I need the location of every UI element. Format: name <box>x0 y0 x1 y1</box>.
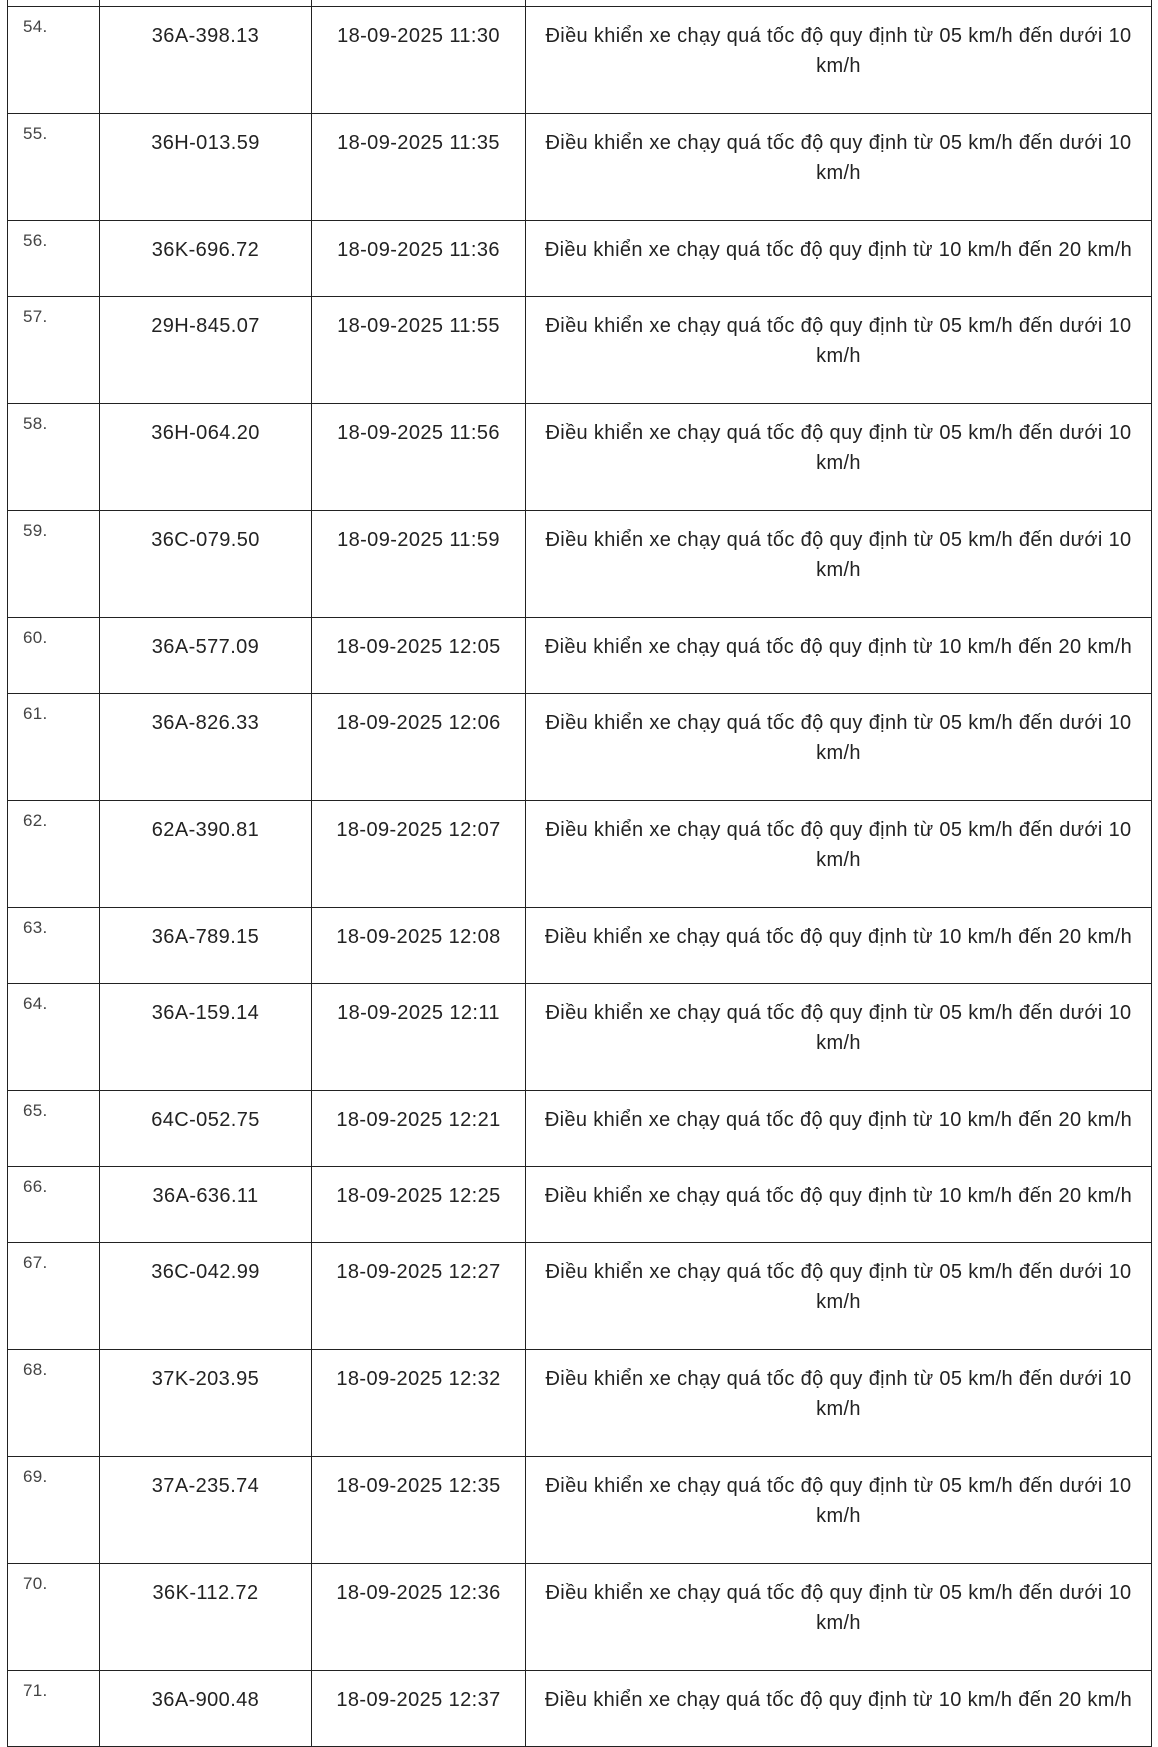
license-plate: 29H-845.07 <box>99 296 312 404</box>
license-plate: 36C-079.50 <box>99 510 312 618</box>
license-plate: 64C-052.75 <box>99 1090 312 1167</box>
violation-description: Điều khiển xe chạy quá tốc độ quy định t… <box>525 1090 1152 1167</box>
table-row: 68. 37K-203.95 18-09-2025 12:32 Điều khiển … <box>7 1349 1152 1457</box>
row-number: 56. <box>7 220 100 297</box>
row-number: 71. <box>7 1670 100 1747</box>
license-plate: 36C-042.99 <box>99 1242 312 1350</box>
table-row: 70. 36K-112.72 18-09-2025 12:36 Điều khiển … <box>7 1563 1152 1671</box>
table-row: 56. 36K-696.72 18-09-2025 11:36 Điều khiển … <box>7 220 1152 297</box>
violation-time: 18-09-2025 11:30 <box>311 6 526 114</box>
row-number: 67. <box>7 1242 100 1350</box>
violation-time: 18-09-2025 12:11 <box>311 983 526 1091</box>
violations-table: 54. 36A-398.13 18-09-2025 11:30 Điều khiển … <box>7 0 1152 1747</box>
violation-description: Điều khiển xe chạy quá tốc độ quy định t… <box>525 1670 1152 1747</box>
violation-description: Điều khiển xe chạy quá tốc độ quy định t… <box>525 1349 1152 1457</box>
violation-description: Điều khiển xe chạy quá tốc độ quy định t… <box>525 907 1152 984</box>
license-plate: 36K-112.72 <box>99 1563 312 1671</box>
table-row: 62. 62A-390.81 18-09-2025 12:07 Điều khiển … <box>7 800 1152 908</box>
license-plate: 62A-390.81 <box>99 800 312 908</box>
violation-time: 18-09-2025 11:36 <box>311 220 526 297</box>
table-row: 67. 36C-042.99 18-09-2025 12:27 Điều khiển … <box>7 1242 1152 1350</box>
table-row: 65. 64C-052.75 18-09-2025 12:21 Điều khiển … <box>7 1090 1152 1167</box>
license-plate: 36A-398.13 <box>99 6 312 114</box>
violation-description: Điều khiển xe chạy quá tốc độ quy định t… <box>525 113 1152 221</box>
violation-description: Điều khiển xe chạy quá tốc độ quy định t… <box>525 510 1152 618</box>
violation-description: Điều khiển xe chạy quá tốc độ quy định t… <box>525 693 1152 801</box>
violation-description: Điều khiển xe chạy quá tốc độ quy định t… <box>525 1166 1152 1243</box>
row-number: 64. <box>7 983 100 1091</box>
row-number: 60. <box>7 617 100 694</box>
row-number: 55. <box>7 113 100 221</box>
table-row: 71. 36A-900.48 18-09-2025 12:37 Điều khiển … <box>7 1670 1152 1747</box>
row-number: 70. <box>7 1563 100 1671</box>
row-number: 57. <box>7 296 100 404</box>
violation-time: 18-09-2025 11:59 <box>311 510 526 618</box>
violation-description: Điều khiển xe chạy quá tốc độ quy định t… <box>525 296 1152 404</box>
violation-description: Điều khiển xe chạy quá tốc độ quy định t… <box>525 403 1152 511</box>
table-row: 69. 37A-235.74 18-09-2025 12:35 Điều khiển … <box>7 1456 1152 1564</box>
table-row: 64. 36A-159.14 18-09-2025 12:11 Điều khiển … <box>7 983 1152 1091</box>
violation-time: 18-09-2025 12:05 <box>311 617 526 694</box>
violation-description: Điều khiển xe chạy quá tốc độ quy định t… <box>525 220 1152 297</box>
violation-time: 18-09-2025 11:55 <box>311 296 526 404</box>
violation-description: Điều khiển xe chạy quá tốc độ quy định t… <box>525 617 1152 694</box>
row-number: 58. <box>7 403 100 511</box>
row-number: 65. <box>7 1090 100 1167</box>
license-plate: 36K-696.72 <box>99 220 312 297</box>
row-number: 66. <box>7 1166 100 1243</box>
row-number: 59. <box>7 510 100 618</box>
license-plate: 37A-235.74 <box>99 1456 312 1564</box>
violation-time: 18-09-2025 12:07 <box>311 800 526 908</box>
row-number: 62. <box>7 800 100 908</box>
license-plate: 36A-159.14 <box>99 983 312 1091</box>
violation-time: 18-09-2025 12:08 <box>311 907 526 984</box>
table-row: 59. 36C-079.50 18-09-2025 11:59 Điều khiển … <box>7 510 1152 618</box>
row-number: 61. <box>7 693 100 801</box>
violation-time: 18-09-2025 12:32 <box>311 1349 526 1457</box>
violation-description: Điều khiển xe chạy quá tốc độ quy định t… <box>525 1456 1152 1564</box>
row-number: 63. <box>7 907 100 984</box>
violation-time: 18-09-2025 12:21 <box>311 1090 526 1167</box>
violation-description: Điều khiển xe chạy quá tốc độ quy định t… <box>525 800 1152 908</box>
table-row: 63. 36A-789.15 18-09-2025 12:08 Điều khiển … <box>7 907 1152 984</box>
violation-time: 18-09-2025 12:06 <box>311 693 526 801</box>
license-plate: 36A-577.09 <box>99 617 312 694</box>
table-row: 61. 36A-826.33 18-09-2025 12:06 Điều khiển … <box>7 693 1152 801</box>
license-plate: 36A-789.15 <box>99 907 312 984</box>
license-plate: 36A-636.11 <box>99 1166 312 1243</box>
row-number: 68. <box>7 1349 100 1457</box>
violation-time: 18-09-2025 12:37 <box>311 1670 526 1747</box>
table-row: 55. 36H-013.59 18-09-2025 11:35 Điều khiển … <box>7 113 1152 221</box>
row-number: 54. <box>7 6 100 114</box>
violation-time: 18-09-2025 12:25 <box>311 1166 526 1243</box>
license-plate: 36A-826.33 <box>99 693 312 801</box>
table-row: 54. 36A-398.13 18-09-2025 11:30 Điều khiển … <box>7 6 1152 114</box>
violation-description: Điều khiển xe chạy quá tốc độ quy định t… <box>525 983 1152 1091</box>
table-row: 60. 36A-577.09 18-09-2025 12:05 Điều khiển … <box>7 617 1152 694</box>
license-plate: 36H-064.20 <box>99 403 312 511</box>
violation-description: Điều khiển xe chạy quá tốc độ quy định t… <box>525 1242 1152 1350</box>
violation-time: 18-09-2025 12:35 <box>311 1456 526 1564</box>
violation-time: 18-09-2025 11:56 <box>311 403 526 511</box>
table-row: 66. 36A-636.11 18-09-2025 12:25 Điều khiển … <box>7 1166 1152 1243</box>
violation-description: Điều khiển xe chạy quá tốc độ quy định t… <box>525 6 1152 114</box>
row-number: 69. <box>7 1456 100 1564</box>
license-plate: 36A-900.48 <box>99 1670 312 1747</box>
table-row: 58. 36H-064.20 18-09-2025 11:56 Điều khiển … <box>7 403 1152 511</box>
license-plate: 36H-013.59 <box>99 113 312 221</box>
license-plate: 37K-203.95 <box>99 1349 312 1457</box>
violation-time: 18-09-2025 12:27 <box>311 1242 526 1350</box>
table-row: 57. 29H-845.07 18-09-2025 11:55 Điều khiển … <box>7 296 1152 404</box>
violation-time: 18-09-2025 11:35 <box>311 113 526 221</box>
violation-description: Điều khiển xe chạy quá tốc độ quy định t… <box>525 1563 1152 1671</box>
violation-time: 18-09-2025 12:36 <box>311 1563 526 1671</box>
